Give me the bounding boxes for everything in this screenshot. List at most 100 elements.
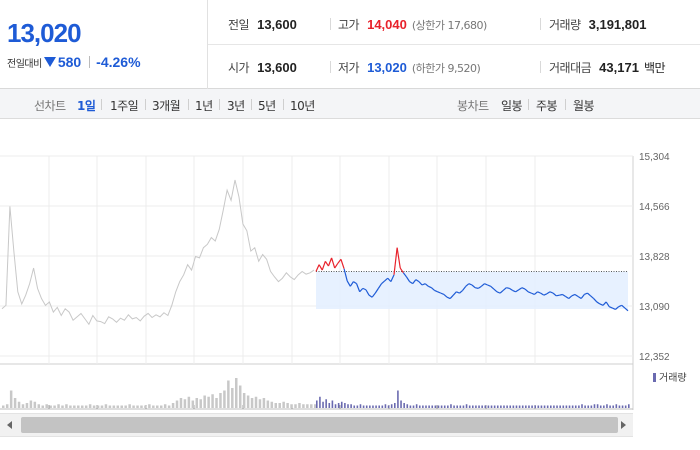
prev-close-cell: 전일 13,600 [228,16,297,33]
today-segment [549,291,554,294]
today-segment [390,274,395,282]
volume-bar [290,404,293,408]
tab-divider [219,99,220,110]
today-segment [477,285,482,289]
volume-bar [179,398,183,408]
today-segment [381,280,386,285]
tab-divider [101,99,102,110]
volume-bar [459,405,462,408]
tab-period-10y[interactable]: 10년 [290,99,315,113]
volume-bar [599,405,602,408]
volume-bar [550,405,552,408]
volume-bar [84,405,88,408]
prev-close-label: 전일 [228,18,250,32]
today-segment [387,277,392,283]
turnover-value: 43,171 [599,60,639,75]
volume-bar [603,405,605,408]
volume-bar [528,405,530,408]
volume-bar [258,399,262,408]
volume-bar [394,403,396,408]
tab-period-3y[interactable]: 3년 [227,99,245,113]
volume-bar [195,398,199,408]
volume-bar [29,400,33,408]
chart-tab-bar: 선차트 1일 1주일 3개월 1년 3년 5년 10년 봉차트 일봉 주봉 월봉 [0,89,700,119]
volume-bar [356,405,359,408]
volume-bar [120,405,123,408]
tab-period-1d[interactable]: 1일 [77,99,96,113]
tab-candle-weekly[interactable]: 주봉 [536,99,558,113]
volume-bar [556,405,558,408]
volume-bar [223,390,226,408]
today-segment [343,268,348,282]
volume-bar [203,395,206,408]
today-segment [468,283,473,286]
volume-bar [191,400,195,408]
today-segment [465,283,470,287]
volume-bar [596,404,599,408]
today-segment [365,289,370,296]
today-segment [321,261,326,271]
today-segment [618,304,622,308]
volume-bar [73,405,76,408]
volume-bar [490,405,493,408]
tab-candle-monthly[interactable]: 월봉 [573,99,595,113]
y-tick-label: 13,828 [639,252,670,263]
high-label: 고가 [338,18,360,32]
tab-period-1w[interactable]: 1주일 [110,99,139,113]
today-segment [499,289,504,294]
volume-bar [49,405,52,408]
scroll-right-button[interactable] [613,414,633,436]
tab-candle-daily[interactable]: 일봉 [501,99,523,113]
today-segment [334,262,339,269]
volume-bar [559,405,561,408]
today-segment [409,281,414,285]
volume-bar [163,404,167,408]
quote-divider [540,18,541,30]
today-segment [459,289,464,294]
upper-limit: (상한가 17,680) [411,19,487,32]
tab-divider [145,99,146,110]
tab-period-5y[interactable]: 5년 [258,99,276,113]
volume-bar [515,405,518,408]
previous-session-line [1,179,315,326]
y-axis: 15,304 14,566 13,828 13,090 12,352 [639,152,670,363]
scroll-left-button[interactable] [0,414,20,436]
today-segment [318,264,323,271]
volume-bar [306,404,309,408]
today-segment [521,287,526,290]
volume-bar [231,388,234,408]
tab-period-1y[interactable]: 1년 [195,99,213,113]
volume-bar [278,403,281,408]
arrow-right-icon [621,421,626,429]
volume-bar [478,405,480,408]
volume-bar [553,405,555,408]
today-segment [446,296,451,300]
today-segment [340,259,345,269]
volume-bar [381,405,384,408]
chart-scrollbar[interactable] [0,413,633,437]
volume-bar [403,403,405,408]
volume-bar [390,404,393,408]
volume-bar [531,405,533,408]
change-label: 전일대비 [7,58,42,70]
volume-bar [132,405,135,408]
today-segment [471,284,476,289]
volume-bar [606,404,608,408]
price-chart[interactable]: 15,304 14,566 13,828 13,090 12,352 거래량 [0,119,700,410]
volume-bar [468,405,471,408]
tab-period-3m[interactable]: 3개월 [152,99,181,113]
turnover-unit: 백만 [643,61,666,75]
down-triangle-icon [43,57,56,67]
scroll-thumb[interactable] [21,417,618,433]
volume-bar [475,405,477,408]
today-segment [480,283,485,287]
volume-legend: 거래량 [653,372,687,384]
volume-bar [362,405,365,408]
change-row: 전일대비 580 -4.26% [7,54,141,70]
today-segment [424,283,429,287]
today-segment [431,287,435,291]
volume-bar [88,404,92,408]
volume-bar [238,385,242,408]
today-segment [418,281,423,286]
today-segment [353,281,357,285]
